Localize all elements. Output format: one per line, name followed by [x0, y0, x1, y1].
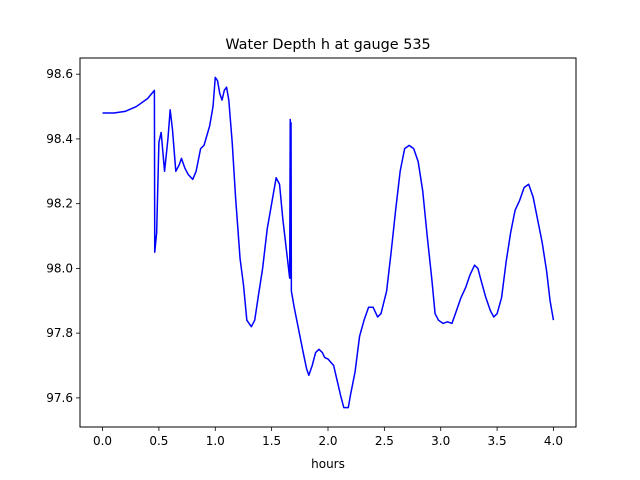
series-line-0 — [102, 76, 555, 409]
y-axis: 97.6 97.8 98.0 98.2 98.4 98.6 — [46, 67, 80, 405]
y-tick-label: 97.8 — [46, 326, 73, 340]
y-tick-label: 98.2 — [46, 197, 73, 211]
x-tick-label: 1.5 — [262, 434, 281, 448]
y-tick-label: 98.4 — [46, 132, 73, 146]
y-tick-label: 98.6 — [46, 67, 73, 81]
chart-title: Water Depth h at gauge 535 — [225, 37, 430, 53]
x-axis: 0.0 0.5 1.0 1.5 2.0 2.5 3.0 3.5 4.0 — [93, 427, 563, 448]
y-tick-label: 97.6 — [46, 391, 73, 405]
x-tick-label: 2.5 — [375, 434, 394, 448]
x-tick-label: 0.0 — [93, 434, 112, 448]
plot-line-group — [102, 76, 555, 409]
x-tick-label: 3.0 — [431, 434, 450, 448]
y-tick-label: 98.0 — [46, 261, 73, 275]
x-tick-label: 1.0 — [206, 434, 225, 448]
x-tick-label: 3.5 — [488, 434, 507, 448]
x-tick-label: 2.0 — [318, 434, 337, 448]
x-tick-label: 4.0 — [544, 434, 563, 448]
x-tick-label: 0.5 — [149, 434, 168, 448]
x-axis-label: hours — [311, 457, 345, 471]
